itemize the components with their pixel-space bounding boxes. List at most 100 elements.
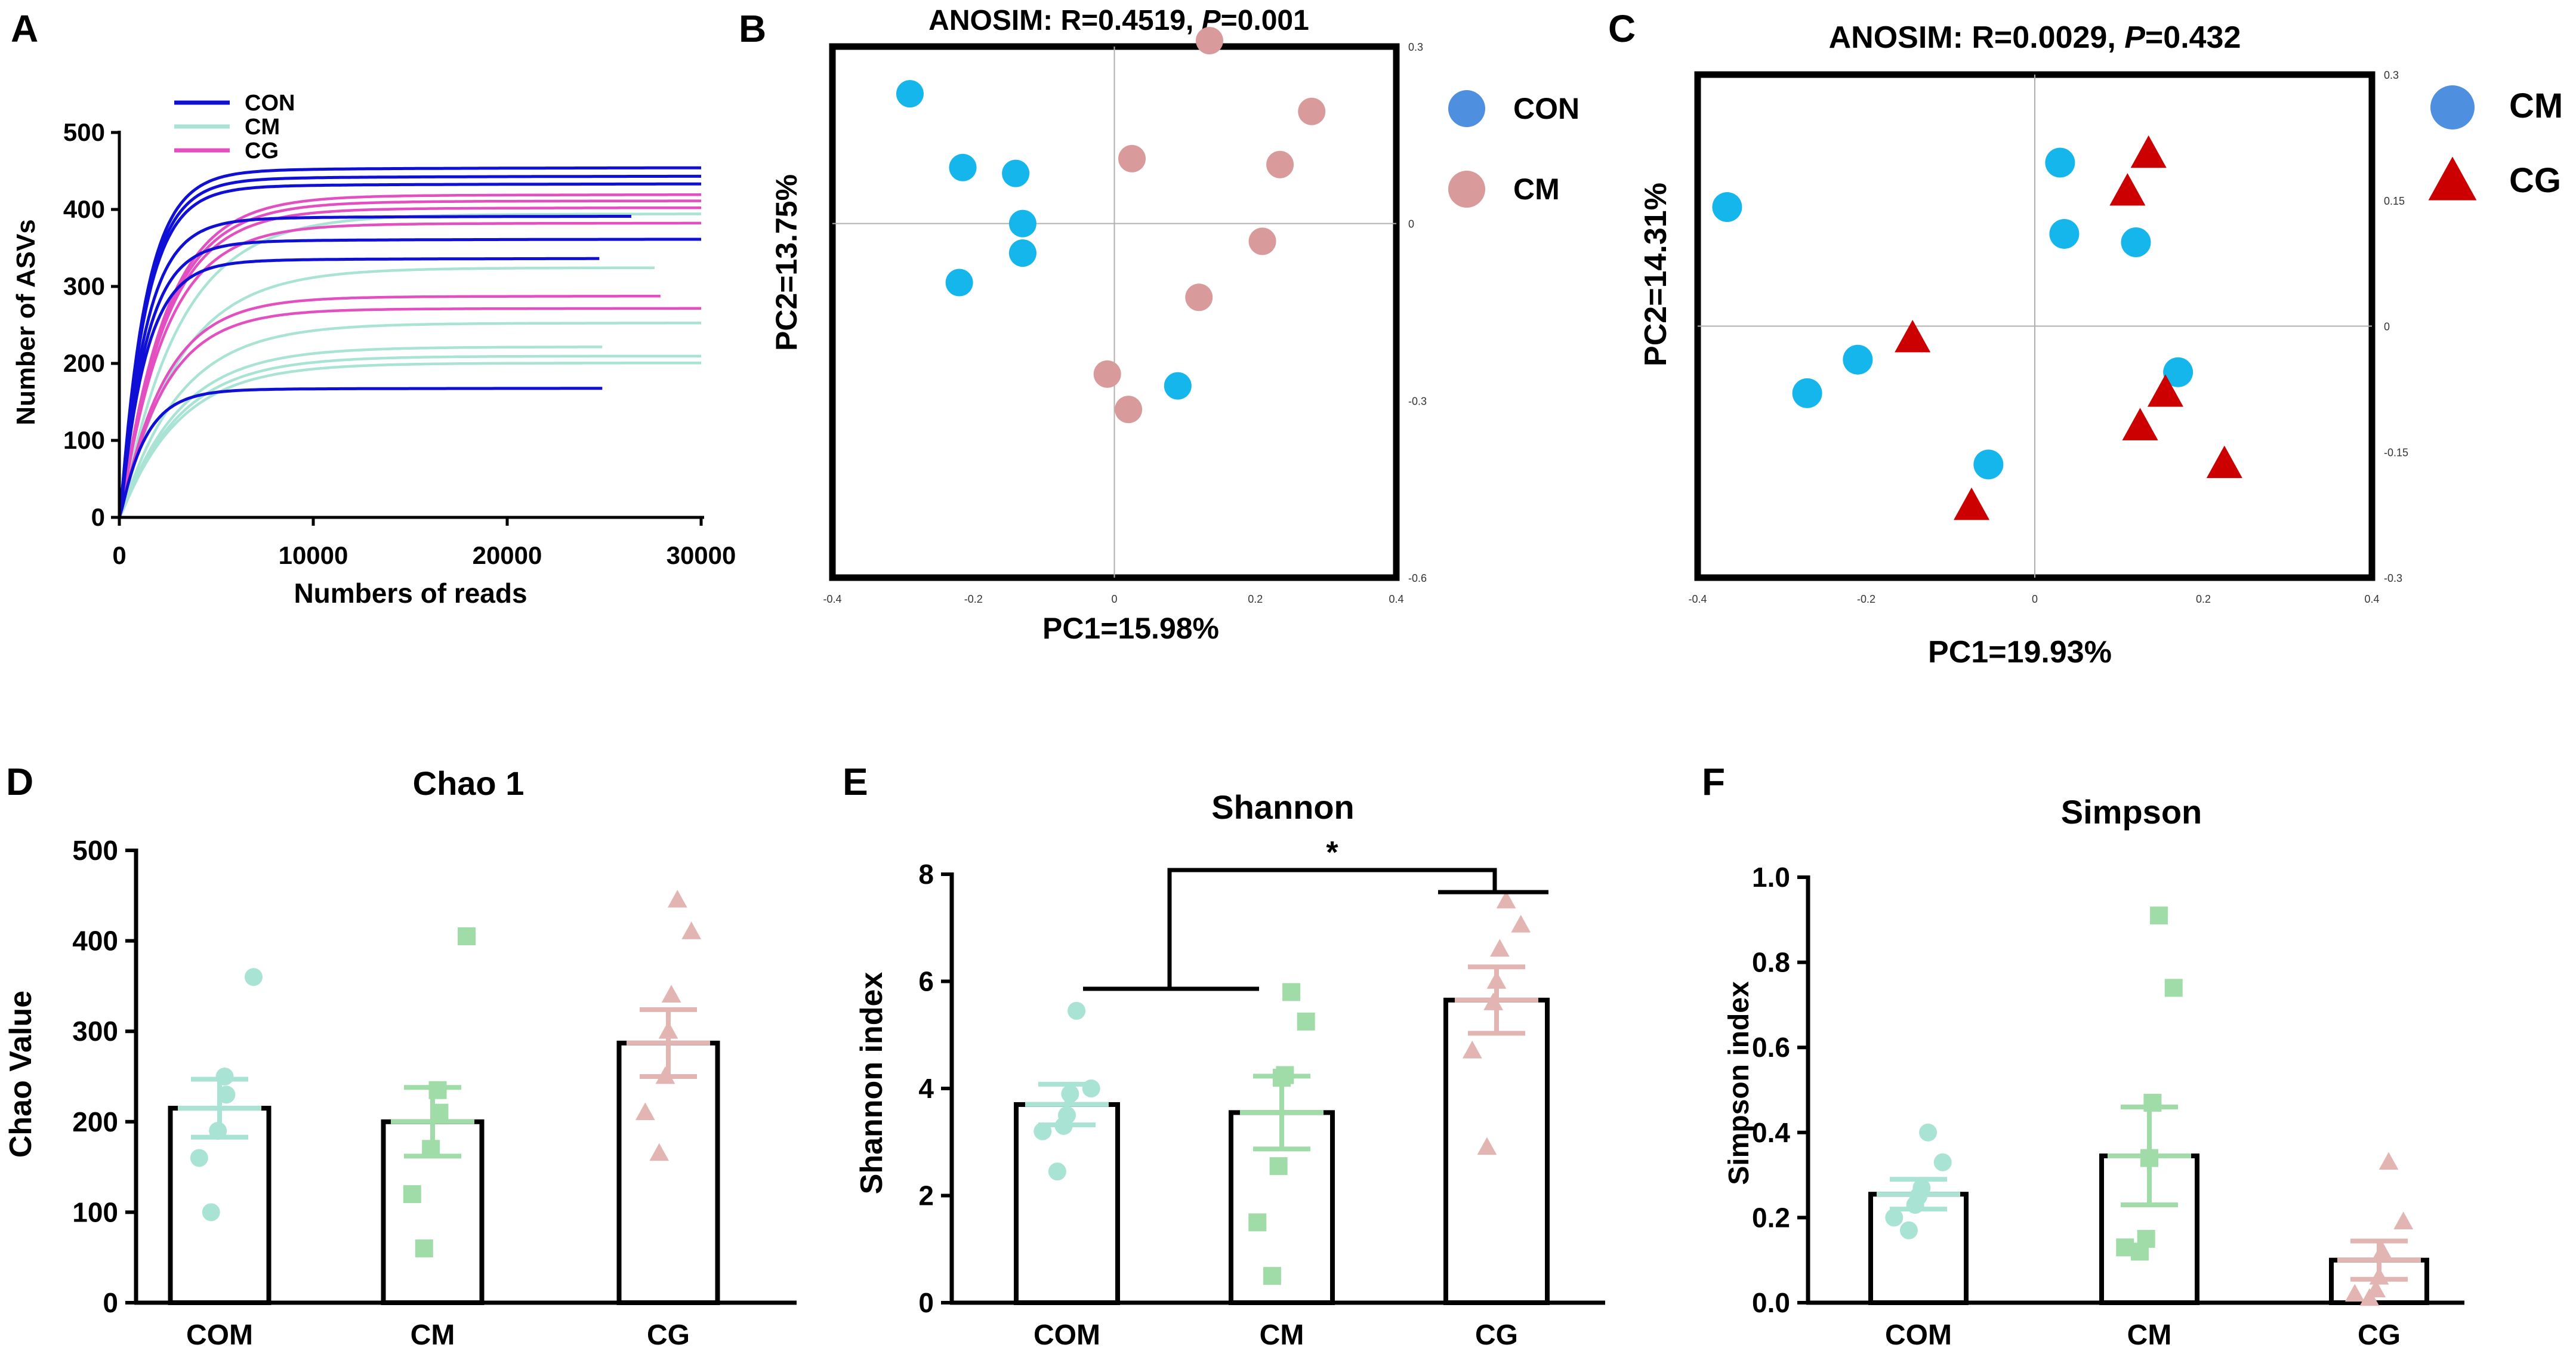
panel-c-y-axis-label: PC2=14.31%	[1639, 183, 1673, 366]
panel-e-title: Shannon	[1211, 788, 1355, 826]
panel-label-B: B	[739, 7, 766, 50]
panel-a-y-tick-label: 200	[63, 349, 105, 377]
bar-cg	[616, 1040, 720, 1305]
panel-label-F: F	[1702, 760, 1725, 803]
x-tick-label: -0.4	[823, 593, 841, 605]
panel-a-x-tick-label: 20000	[473, 541, 542, 569]
data-point-cg	[2109, 173, 2146, 206]
data-point-cm	[1973, 449, 2004, 480]
data-point-com	[202, 1203, 220, 1222]
panel-b-x-axis-label: PC1=15.98%	[1042, 612, 1219, 645]
rarefaction-curves	[118, 166, 701, 519]
data-point-cm	[415, 1239, 433, 1258]
data-point-cg	[1954, 487, 1990, 520]
legend-marker-con	[1448, 90, 1485, 127]
panel-a-x-tick-label: 30000	[667, 541, 736, 569]
panel-a-y-tick-label: 500	[63, 118, 105, 146]
data-point-cg	[2372, 1241, 2392, 1259]
data-point-cm	[1118, 144, 1146, 172]
panel-a-x-tick-label: 0	[112, 541, 126, 569]
panel-d-title: Chao 1	[413, 764, 525, 802]
data-point-cm	[1248, 1213, 1267, 1232]
data-point-cm	[1195, 27, 1223, 55]
panel-a-tick-labels: 0 10000 20000 30000 0 100 200 300 400 500	[63, 118, 736, 569]
legend-label-cg: CG	[2509, 161, 2561, 200]
data-point-cm	[2137, 1230, 2155, 1248]
panel-b-plot: -0.4 -0.2 0 0.2 0.4 0.3 0 -0.3 -0.6	[823, 27, 1427, 605]
legend-label-cm: CM	[2509, 87, 2563, 125]
data-point-cg	[1895, 319, 1931, 353]
data-point-cm	[1266, 150, 1294, 178]
y-tick-label: 0.3	[2384, 69, 2399, 81]
data-point-com	[245, 968, 263, 986]
x-tick-label-com: COM	[186, 1319, 253, 1351]
significance-bracket	[1167, 868, 1497, 989]
data-point-cm	[1298, 97, 1326, 125]
rarefaction-curve-cg	[118, 193, 701, 518]
data-point-cg	[2130, 135, 2167, 168]
x-tick-label-com: COM	[1885, 1319, 1952, 1351]
y-tick-label: 200	[72, 1106, 118, 1137]
data-point-cm	[1297, 1012, 1315, 1031]
data-point-cg	[2378, 1152, 2399, 1170]
panel-f-title: Simpson	[2061, 793, 2202, 831]
data-point-con	[1164, 372, 1192, 400]
x-tick-label: -0.2	[964, 593, 983, 605]
y-tick-label: -0.3	[2384, 572, 2402, 584]
panel-a-y-tick-label: 400	[63, 195, 105, 223]
data-point-cg	[1477, 1137, 1497, 1155]
data-point-com	[190, 1149, 208, 1167]
y-tick-label: 2	[918, 1180, 934, 1211]
panel-c-title: ANOSIM: R=0.0029, P=0.432	[1829, 20, 2241, 55]
panel-f: Simpson Simpson index 0.0 0.2 0.4 0.6 0.8 1.0…	[1723, 793, 2464, 1351]
x-tick-label-cg: CG	[647, 1319, 690, 1351]
data-point-com	[1919, 1123, 1938, 1142]
data-point-com	[1885, 1208, 1904, 1227]
rarefaction-curve-cm	[118, 322, 701, 518]
data-point-cg	[2206, 445, 2242, 479]
y-tick-label: 4	[918, 1073, 934, 1104]
x-tick-label-com: COM	[1034, 1319, 1100, 1351]
data-point-con	[1002, 159, 1030, 187]
panel-label-D: D	[6, 760, 33, 803]
rarefaction-curve-cm	[118, 346, 603, 518]
panel-e-y-axis-label: Shannon index	[854, 972, 889, 1195]
data-point-cg	[1489, 939, 1510, 957]
data-point-cm	[403, 1185, 421, 1204]
x-tick-label: 0	[2032, 593, 2038, 605]
data-point-com	[1068, 1001, 1086, 1020]
data-point-con	[949, 153, 977, 181]
legend-marker-cm	[1448, 171, 1485, 208]
panel-b-legend: CON CM	[1448, 90, 1579, 208]
x-tick-label: 0.2	[2196, 593, 2211, 605]
data-point-con	[1008, 239, 1036, 267]
panel-label-E: E	[843, 760, 868, 803]
y-tick-label: 500	[72, 835, 118, 866]
data-point-con	[945, 269, 973, 297]
y-tick-label: 0.3	[1408, 41, 1423, 53]
rarefaction-curve-cg	[118, 221, 701, 518]
rarefaction-curve-con	[118, 257, 600, 518]
panel-label-C: C	[1608, 7, 1636, 50]
data-point-cm	[458, 927, 476, 946]
y-tick-label: 0.6	[1752, 1032, 1790, 1063]
data-point-cm	[1282, 983, 1301, 1001]
legend-marker-cg	[2428, 156, 2477, 201]
significance-star: *	[1326, 835, 1338, 870]
data-point-cm	[2049, 218, 2080, 249]
data-point-cm	[1248, 227, 1276, 255]
panel-a-x-axis-label: Numbers of reads	[294, 578, 527, 609]
panel-c-x-axis-label: PC1=19.93%	[1928, 635, 2112, 670]
data-point-cm	[2164, 979, 2183, 997]
x-tick-label-cm: CM	[2127, 1319, 2172, 1351]
panel-c: ANOSIM: R=0.0029, P=0.432 -0.4 -0.2 0 0.2 0.…	[1639, 20, 2563, 670]
x-tick-label: 0.4	[1389, 593, 1403, 605]
rarefaction-curve-cg	[118, 206, 701, 518]
rarefaction-curve-con	[118, 174, 701, 518]
data-point-cg	[681, 921, 702, 939]
y-tick-label: 0.2	[1752, 1202, 1790, 1233]
data-point-cm	[1093, 360, 1121, 388]
panel-c-plot: -0.4 -0.2 0 0.2 0.4 0.3 0.15 0 -0.15 -0.3	[1688, 69, 2408, 605]
